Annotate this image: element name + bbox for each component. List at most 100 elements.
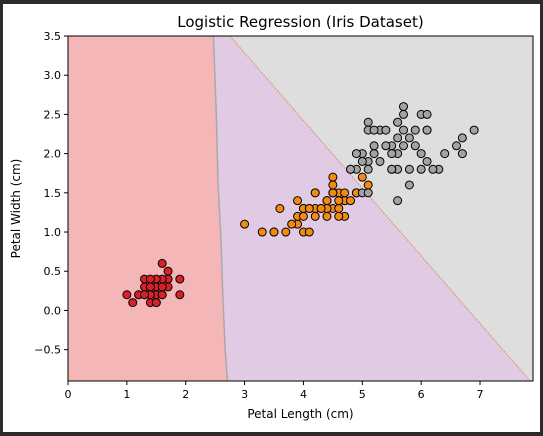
data-point-class-2	[440, 149, 450, 159]
chart-title: Logistic Regression (Iris Dataset)	[177, 13, 423, 31]
data-point-class-2	[457, 149, 467, 159]
x-tick-label: 7	[477, 388, 484, 401]
data-point-class-2	[404, 133, 414, 143]
y-axis-ticks: −0.5 0.0 0.5 1.0 1.5 2.0 2.5 3.0 3.5	[34, 30, 68, 357]
data-point-class-2	[369, 141, 379, 151]
data-point-class-2	[404, 180, 414, 190]
data-point-class-2	[410, 125, 420, 135]
y-tick-label: 2.0	[44, 148, 62, 161]
data-point-class-2	[393, 133, 403, 143]
data-point-class-2	[469, 125, 479, 135]
data-point-class-1	[240, 219, 250, 229]
data-point-class-1	[357, 172, 367, 182]
x-axis-label: Petal Length (cm)	[247, 407, 353, 421]
data-point-class-0	[175, 274, 185, 284]
data-point-class-2	[416, 164, 426, 174]
data-point-class-0	[151, 298, 161, 308]
data-point-class-2	[357, 156, 367, 166]
data-point-class-1	[322, 196, 332, 206]
data-point-class-2	[399, 141, 409, 151]
x-tick-label: 2	[182, 388, 189, 401]
data-point-class-1	[281, 227, 291, 237]
data-point-class-2	[428, 164, 438, 174]
data-point-class-1	[334, 204, 344, 213]
data-point-class-2	[369, 149, 379, 159]
data-point-class-2	[363, 188, 373, 198]
region-class-1	[213, 36, 531, 381]
x-axis-ticks: 0 1 2 3 4 5 6 7	[65, 381, 484, 401]
data-point-class-1	[304, 204, 314, 213]
y-tick-label: 1.5	[44, 187, 62, 200]
data-point-class-2	[393, 117, 403, 127]
x-tick-label: 1	[123, 388, 130, 401]
data-point-class-0	[128, 298, 138, 308]
data-point-class-0	[145, 282, 155, 292]
data-point-class-2	[399, 125, 409, 135]
boundary-line-0-1	[212, 36, 229, 381]
data-point-class-2	[375, 156, 385, 166]
data-point-class-1	[322, 211, 332, 221]
y-tick-label: 0.5	[44, 265, 62, 278]
data-point-class-1	[310, 211, 320, 221]
data-point-class-2	[363, 117, 373, 127]
data-point-class-1	[340, 188, 350, 198]
data-point-class-1	[334, 211, 344, 221]
data-point-class-2	[387, 164, 397, 174]
boundary-line-1-2	[229, 36, 531, 381]
data-point-class-2	[399, 102, 409, 112]
data-point-class-2	[363, 164, 373, 174]
data-point-class-2	[457, 133, 467, 143]
x-tick-label: 6	[418, 388, 425, 401]
data-point-class-2	[381, 125, 391, 135]
decision-regions	[68, 36, 533, 381]
x-tick-label: 0	[65, 388, 72, 401]
y-tick-label: 1.0	[44, 226, 62, 239]
data-point-class-2	[422, 125, 432, 135]
data-point-class-1	[310, 188, 320, 198]
x-tick-label: 3	[241, 388, 248, 401]
data-point-class-2	[451, 141, 461, 151]
data-point-class-0	[157, 282, 167, 292]
data-point-class-1	[334, 196, 344, 206]
data-point-class-0	[157, 290, 167, 300]
y-tick-label: −0.5	[34, 344, 61, 357]
y-tick-label: 2.5	[44, 108, 62, 121]
data-points	[122, 102, 479, 308]
data-point-class-0	[122, 290, 132, 300]
x-tick-label: 4	[300, 388, 307, 401]
data-point-class-2	[351, 149, 361, 159]
data-point-class-2	[387, 149, 397, 159]
y-tick-label: 3.5	[44, 30, 62, 43]
data-point-class-1	[304, 227, 314, 237]
data-point-class-1	[328, 188, 338, 198]
data-point-class-2	[416, 149, 426, 159]
y-tick-label: 0.0	[44, 304, 62, 317]
data-point-class-1	[269, 227, 279, 237]
data-point-class-2	[422, 109, 432, 119]
x-tick-label: 5	[359, 388, 366, 401]
data-point-class-2	[346, 164, 356, 174]
data-point-class-1	[257, 227, 267, 237]
plot-area-border	[67, 35, 534, 382]
data-point-class-1	[287, 219, 297, 229]
y-tick-label: 3.0	[44, 69, 62, 82]
data-point-class-2	[369, 125, 379, 135]
data-point-class-1	[346, 196, 356, 206]
data-point-class-0	[140, 290, 150, 300]
data-point-class-2	[393, 196, 403, 206]
data-point-class-2	[381, 141, 391, 151]
data-point-class-0	[163, 266, 173, 276]
data-point-class-0	[145, 274, 155, 284]
data-point-class-2	[410, 141, 420, 151]
data-point-class-1	[363, 180, 373, 190]
y-axis-label: Petal Width (cm)	[9, 159, 23, 259]
data-point-class-0	[175, 290, 185, 300]
data-point-class-2	[404, 164, 414, 174]
data-point-class-1	[275, 204, 285, 213]
data-point-class-2	[422, 156, 432, 166]
data-point-class-0	[157, 258, 167, 268]
data-point-class-1	[298, 211, 308, 221]
data-point-class-1	[328, 172, 338, 182]
data-point-class-1	[316, 204, 326, 213]
data-point-class-2	[399, 109, 409, 119]
